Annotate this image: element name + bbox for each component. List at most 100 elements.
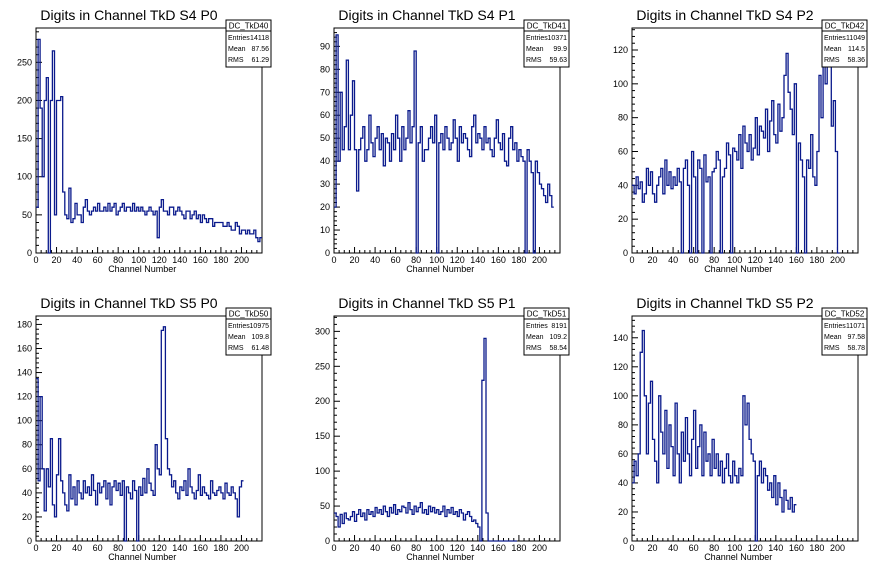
y-tick-label: 70	[320, 87, 330, 97]
stats-value-entries: 10371	[548, 35, 568, 42]
stats-name: DC_TkD42	[825, 22, 865, 31]
x-tick-label: 40	[72, 543, 82, 553]
y-tick-label: 100	[315, 466, 330, 476]
x-tick-label: 120	[748, 255, 763, 265]
x-tick-label: 100	[727, 543, 742, 553]
x-tick-label: 100	[131, 543, 146, 553]
y-tick-label: 10	[320, 225, 330, 235]
stats-label-mean: Mean	[526, 334, 544, 341]
stats-value-mean: 109.8	[251, 334, 269, 341]
x-tick-label: 20	[52, 543, 62, 553]
stats-name: DC_TkD51	[527, 310, 567, 319]
stats-box: DC_TkD42 Entries 11049 Mean 114.5 RMS 58.36	[821, 19, 868, 68]
x-tick-label: 200	[532, 543, 547, 553]
y-tick-label: 200	[17, 95, 32, 105]
stats-value-entries: 8191	[551, 323, 567, 330]
y-tick-label: 80	[320, 64, 330, 74]
histogram-title: Digits in Channel TkD S5 P0	[40, 295, 217, 311]
y-tick-label: 50	[320, 501, 330, 511]
y-tick-label: 60	[618, 449, 628, 459]
y-tick-label: 20	[320, 202, 330, 212]
y-tick-label: 120	[613, 45, 628, 55]
x-tick-label: 80	[411, 255, 421, 265]
histogram-panel: Digits in Channel TkD S4 P2 0 20 40 60 80 100 1…	[613, 7, 868, 274]
y-tick-label: 0	[325, 536, 330, 546]
y-tick-label: 40	[618, 478, 628, 488]
y-tick-label: 20	[618, 507, 628, 517]
stats-name: DC_TkD40	[229, 22, 269, 31]
stats-box-frame	[225, 307, 272, 356]
x-tick-label: 20	[648, 543, 658, 553]
stats-value-entries: 11071	[846, 323, 865, 330]
y-tick-label: 0	[325, 248, 330, 258]
stats-box: DC_TkD41 Entries 10371 Mean 99.9 RMS 59.63	[523, 19, 570, 68]
stats-label-entries: Entries	[228, 323, 250, 330]
histogram-panel: Digits in Channel TkD S5 P0 0 20 40 60 80 100 1…	[17, 295, 272, 562]
stats-value-rms: 58.78	[847, 345, 865, 352]
histogram-series-line	[36, 326, 244, 542]
y-tick-label: 120	[613, 362, 628, 372]
x-axis-label: Channel Number	[406, 552, 474, 562]
stats-value-mean: 114.5	[848, 46, 865, 53]
y-tick-label: 0	[623, 536, 628, 546]
stats-label-entries: Entries	[228, 35, 250, 42]
histogram-title: Digits in Channel TkD S5 P1	[338, 295, 515, 311]
stats-box-frame	[523, 307, 570, 356]
x-tick-label: 40	[668, 255, 678, 265]
x-axis-label: Channel Number	[108, 264, 176, 274]
y-tick-label: 60	[618, 146, 628, 156]
x-tick-label: 20	[52, 255, 62, 265]
x-tick-label: 160	[491, 255, 506, 265]
x-tick-label: 120	[450, 255, 465, 265]
x-axis-label: Channel Number	[704, 264, 772, 274]
y-tick-label: 40	[618, 180, 628, 190]
x-tick-label: 40	[668, 543, 678, 553]
x-tick-label: 0	[331, 255, 336, 265]
x-tick-label: 140	[768, 543, 783, 553]
x-tick-label: 140	[172, 543, 187, 553]
x-tick-label: 100	[429, 255, 444, 265]
histogram-title: Digits in Channel TkD S4 P2	[636, 7, 813, 23]
stats-label-entries: Entries	[526, 323, 548, 330]
stats-value-mean: 109.2	[549, 334, 567, 341]
x-tick-label: 0	[33, 543, 38, 553]
y-tick-label: 60	[320, 110, 330, 120]
y-tick-label: 30	[320, 179, 330, 189]
x-tick-label: 0	[331, 543, 336, 553]
x-tick-label: 60	[689, 255, 699, 265]
stats-box-frame	[523, 19, 570, 68]
stats-label-rms: RMS	[228, 345, 244, 352]
stats-box-frame	[821, 19, 868, 68]
stats-label-mean: Mean	[824, 46, 842, 53]
histogram-panel: Digits in Channel TkD S5 P2 0 20 40 60 80 100 1…	[613, 295, 868, 562]
x-tick-label: 160	[789, 255, 804, 265]
x-tick-label: 20	[350, 543, 360, 553]
histogram-panel: Digits in Channel TkD S4 P10 20 40 60 80 100 1…	[320, 7, 570, 274]
x-tick-label: 120	[748, 543, 763, 553]
y-tick-label: 150	[17, 134, 32, 144]
x-axis-label: Channel Number	[704, 552, 772, 562]
x-tick-label: 80	[113, 255, 123, 265]
stats-box: DC_TkD50 Entries 10975 Mean 109.8 RMS 61.48	[225, 307, 272, 356]
y-tick-label: 80	[618, 420, 628, 430]
stats-value-rms: 61.48	[251, 345, 269, 352]
x-tick-label: 40	[72, 255, 82, 265]
stats-box: DC_TkD40 Entries 14118 Mean 87.56 RMS 61.29	[225, 19, 272, 68]
x-tick-label: 180	[809, 543, 824, 553]
x-tick-label: 100	[727, 255, 742, 265]
histogram-panel: Digits in Channel TkD S5 P1 0 20 40 60 80 100 1…	[315, 295, 570, 562]
x-tick-label: 160	[789, 543, 804, 553]
y-tick-label: 100	[613, 391, 628, 401]
stats-value-rms: 59.63	[549, 57, 567, 64]
y-tick-label: 100	[613, 79, 628, 89]
x-tick-label: 80	[709, 543, 719, 553]
x-tick-label: 180	[213, 543, 228, 553]
stats-label-entries: Entries	[824, 323, 846, 330]
x-tick-label: 40	[370, 255, 380, 265]
x-tick-label: 160	[491, 543, 506, 553]
x-tick-label: 40	[370, 543, 380, 553]
histogram-series-line	[632, 329, 797, 542]
x-tick-label: 140	[172, 255, 187, 265]
stats-value-mean: 97.58	[847, 334, 865, 341]
